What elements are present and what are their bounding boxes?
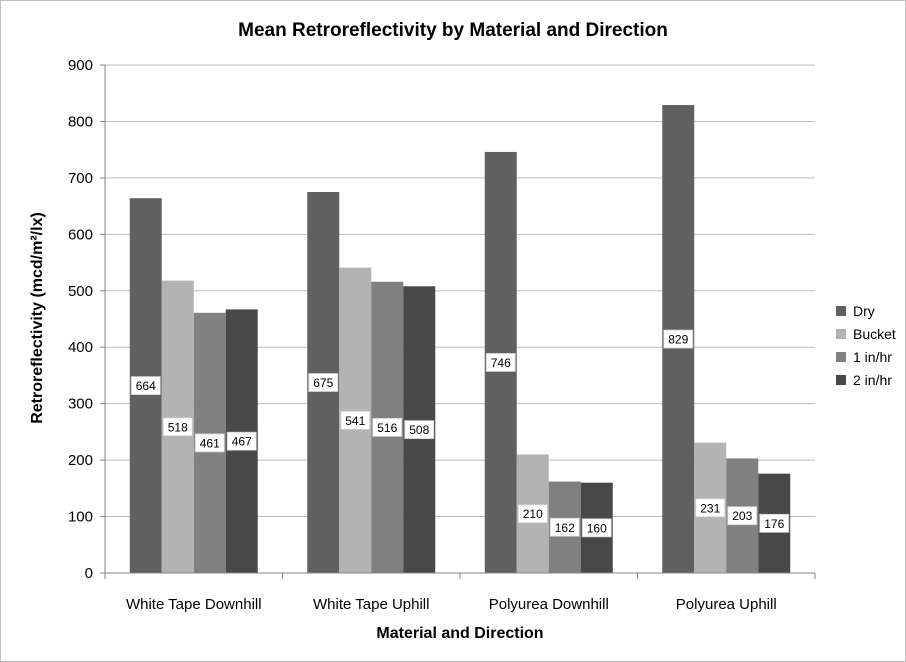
legend: Dry Bucket 1 in/hr 2 in/hr <box>836 300 896 392</box>
legend-label: 2 in/hr <box>853 372 892 388</box>
data-label-box <box>663 329 694 349</box>
data-label: 508 <box>409 423 429 437</box>
x-tick-label: Polyurea Downhill <box>489 596 609 613</box>
y-tick-label: 100 <box>68 509 93 526</box>
data-label: 210 <box>523 507 543 521</box>
y-tick-label: 200 <box>68 452 93 469</box>
data-label-box <box>226 431 257 451</box>
legend-swatch <box>836 375 846 385</box>
y-tick-label: 800 <box>68 113 93 130</box>
data-label: 467 <box>232 435 252 449</box>
axes: 0 100 200 300 400 500 600 700 800 900 White Tape D… <box>68 57 816 613</box>
data-label-box <box>485 353 516 372</box>
legend-item: Dry <box>836 300 896 322</box>
x-tick-label: Polyurea Uphill <box>676 596 777 613</box>
y-tick-label: 500 <box>68 283 93 300</box>
x-tick-label: White Tape Uphill <box>313 596 429 613</box>
data-label: 675 <box>313 376 333 390</box>
y-tick-label: 300 <box>68 396 93 413</box>
data-label: 518 <box>168 420 188 434</box>
data-labels: 664 518 461 467 675 541 516 508 746 210 162 160 829 2… <box>130 329 790 538</box>
legend-label: 1 in/hr <box>853 349 892 365</box>
legend-swatch <box>836 306 846 316</box>
legend-item: 2 in/hr <box>836 369 896 391</box>
data-label-box <box>404 420 435 440</box>
y-tick-label: 0 <box>85 565 93 582</box>
legend-label: Dry <box>853 303 875 319</box>
legend-item: 1 in/hr <box>836 346 896 368</box>
data-label-box <box>308 373 339 392</box>
data-label: 516 <box>377 421 397 435</box>
data-label: 203 <box>732 509 752 523</box>
data-label: 664 <box>136 379 156 393</box>
legend-item: Bucket <box>836 323 896 345</box>
data-label: 176 <box>764 517 784 531</box>
chart-title: Mean Retroreflectivity by Material and D… <box>238 20 668 41</box>
data-label-box <box>549 517 580 537</box>
data-label: 162 <box>555 521 575 535</box>
legend-label: Bucket <box>853 326 896 342</box>
data-label-box <box>340 410 371 430</box>
data-label: 829 <box>668 333 688 347</box>
y-tick-label: 900 <box>68 57 93 74</box>
x-tick-label: White Tape Downhill <box>126 596 262 613</box>
data-label: 461 <box>200 436 220 450</box>
y-tick-label: 400 <box>68 339 93 356</box>
data-label: 160 <box>587 521 607 535</box>
data-label: 746 <box>491 356 511 370</box>
x-axis-title: Material and Direction <box>376 625 544 642</box>
data-label-box <box>759 513 790 533</box>
data-label: 541 <box>345 414 365 428</box>
legend-swatch <box>836 329 846 339</box>
y-tick-label: 600 <box>68 226 93 243</box>
data-label-box <box>130 376 161 396</box>
data-label-box <box>695 498 726 518</box>
data-label-box <box>372 417 403 437</box>
legend-swatch <box>836 352 846 362</box>
data-label-box <box>194 433 225 453</box>
y-tick-label: 700 <box>68 170 93 187</box>
data-label-box <box>727 506 758 526</box>
data-label-box <box>517 504 548 524</box>
data-label-box <box>162 417 193 437</box>
data-label: 231 <box>700 501 720 515</box>
data-label-box <box>581 518 612 538</box>
